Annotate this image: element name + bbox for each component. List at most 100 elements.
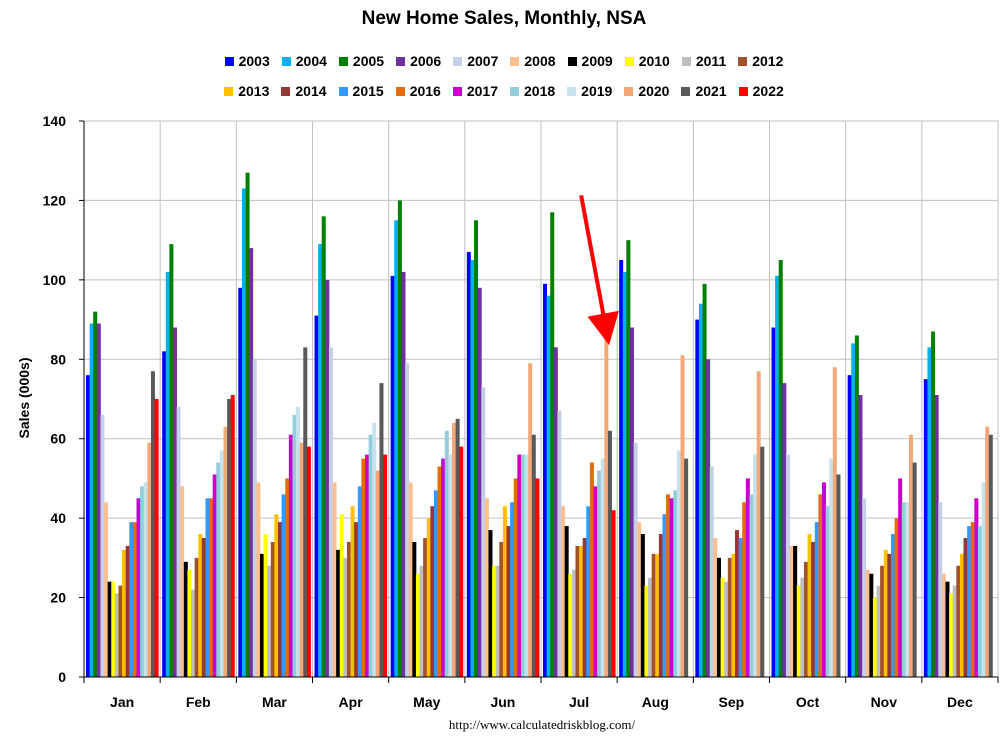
bar-2011-Mar [267,565,272,677]
bar-2022-Feb [230,395,235,677]
bar-2012-Aug [651,553,656,677]
legend-label: 2003 [238,53,270,69]
bar-2011-Aug [648,577,653,677]
bar-2013-Mar [274,514,279,677]
legend-item-2017: 2017 [452,83,498,99]
legend-swatch [738,56,748,66]
bar-2016-May [437,466,442,677]
legend-item-2003: 2003 [224,53,270,69]
bar-2020-Jul [604,339,609,677]
bar-2010-Jan [111,581,116,677]
bar-2010-Jul [568,573,573,677]
bar-2016-Apr [361,458,366,677]
legend-label: 2011 [695,53,727,69]
bar-2007-Sep [709,466,714,677]
legend-label: 2015 [352,83,384,99]
bar-2009-Sep [716,557,721,677]
x-tick-label-Apr: Apr [339,694,364,710]
bar-2015-Mar [281,494,286,677]
bar-2012-Oct [803,561,808,677]
bar-2017-May [441,458,446,677]
legend-label: 2016 [409,83,441,99]
bar-2016-Mar [285,478,290,677]
legend-item-2013: 2013 [224,83,269,99]
bar-2008-Sep [713,538,718,677]
legend-swatch [510,56,520,66]
bar-2003-Nov [847,375,852,677]
bar-2004-Sep [698,303,703,677]
bar-2021-Dec [988,434,993,677]
bar-2019-Aug [676,450,681,677]
bar-2013-Nov [883,549,888,677]
bar-2012-Mar [270,541,275,677]
legend-row-2: 2013 2014 2015 2016 2017 2018 2019 2020 2021 2022 [0,76,1008,106]
bar-2005-Dec [931,331,936,677]
bar-2003-Sep [695,319,700,677]
legend-row-1: 2003 2004 2005 2006 2007 2008 2009 2010 2011 2012 [0,46,1008,76]
legend-swatch [338,86,348,96]
legend-item-2018: 2018 [510,83,555,99]
bar-2009-Jan [107,581,112,677]
bar-2018-Mar [292,414,297,677]
bar-2004-Oct [775,275,780,677]
legend-item-2008: 2008 [510,53,556,69]
bar-2004-May [394,220,399,678]
bar-2021-Nov [912,462,917,677]
bar-2017-Aug [669,498,674,677]
bar-2009-Mar [259,553,264,677]
bar-2020-Oct [832,367,837,677]
bar-2009-Apr [336,549,341,677]
bar-2017-Feb [212,474,217,677]
bar-2020-May [452,422,457,677]
bar-2007-Nov [862,498,867,677]
bar-2005-Sep [702,283,707,677]
bar-2010-Mar [263,534,268,677]
bar-2010-May [415,573,420,677]
legend: 2003 2004 2005 2006 2007 2008 2009 2010 2011 2012… [0,46,1008,106]
bar-2016-Sep [742,502,747,677]
bar-2014-Nov [887,553,892,677]
bar-2021-Oct [836,474,841,677]
bar-2014-Mar [278,522,283,677]
legend-label: 2012 [752,53,784,69]
y-tick-label: 140 [43,113,67,129]
bar-2013-Sep [731,553,736,677]
y-tick-label: 80 [50,351,66,367]
legend-label: 2006 [410,53,442,69]
x-tick-label-Jan: Jan [110,694,134,710]
bar-2019-Apr [372,422,377,677]
bar-2016-Jan [132,522,137,677]
bar-2007-Apr [328,347,333,677]
bar-2004-Jan [89,323,94,677]
bar-2021-Feb [227,399,232,677]
bar-2015-Jan [129,522,134,677]
bar-2006-Jan [96,323,101,677]
legend-item-2019: 2019 [567,83,612,99]
bar-2021-Jul [607,430,612,677]
bar-2010-Sep [720,577,725,677]
legend-item-2007: 2007 [453,53,498,69]
legend-swatch [624,56,634,66]
bar-2018-Dec [977,526,982,677]
bar-2003-Dec [923,379,928,677]
bar-2015-Apr [357,486,362,677]
bar-2008-Mar [256,482,261,677]
legend-label: 2021 [695,83,727,99]
bar-2020-Mar [299,442,304,677]
legend-label: 2007 [467,53,499,69]
bar-2010-Dec [949,593,954,677]
bar-2021-Sep [760,446,765,677]
bar-2008-Apr [332,482,337,677]
bar-2004-Dec [927,347,932,677]
legend-label: 2017 [466,83,498,99]
bar-2012-Jul [575,545,580,677]
bar-2012-Sep [727,557,732,677]
bar-2011-Jan [114,593,119,677]
legend-item-2014: 2014 [281,83,327,99]
bar-2004-Nov [851,343,856,677]
bar-2005-Apr [321,216,326,677]
bar-2008-Oct [789,545,794,677]
bar-2019-Mar [296,406,301,677]
bar-2003-Jan [86,375,91,677]
